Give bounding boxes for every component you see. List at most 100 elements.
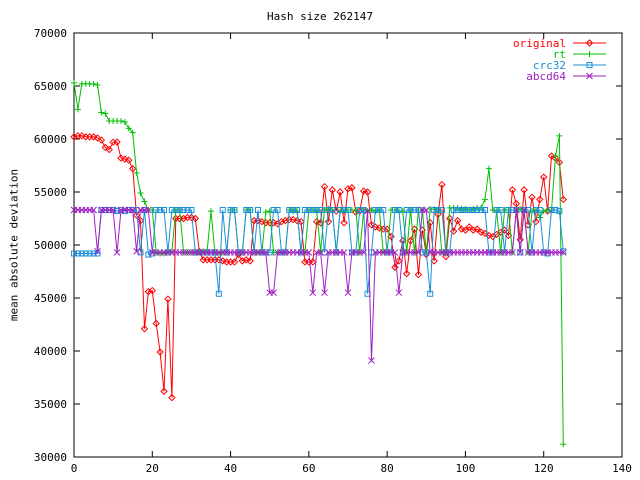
- data-point-original: [312, 217, 321, 226]
- data-point-abcd64: [422, 206, 430, 214]
- data-point-rt: [368, 207, 375, 214]
- data-point-crc32: [71, 250, 77, 257]
- data-point-original: [242, 256, 250, 264]
- data-point-crc32: [176, 207, 183, 214]
- data-point-crc32: [157, 207, 164, 214]
- data-point-original: [187, 213, 196, 222]
- data-point-original: [528, 193, 536, 202]
- data-point-original: [113, 138, 121, 146]
- data-point-crc32: [532, 207, 539, 214]
- data-point-original: [434, 210, 442, 218]
- data-point-abcd64: [113, 249, 121, 256]
- data-point-original: [473, 225, 481, 233]
- data-point-rt: [71, 79, 77, 86]
- data-point-rt: [121, 119, 128, 126]
- data-point-original: [78, 132, 86, 140]
- data-point-original: [132, 211, 141, 220]
- data-point-crc32: [509, 207, 516, 214]
- series-line-rt: [73, 82, 564, 445]
- data-point-original: [156, 348, 164, 356]
- data-point-abcd64: [512, 206, 520, 214]
- data-point-crc32: [168, 207, 175, 214]
- data-point-crc32: [294, 207, 301, 214]
- legend-marker-abcd64: [586, 72, 593, 80]
- data-point-rt: [266, 208, 273, 215]
- data-point-rt: [117, 117, 124, 124]
- data-point-crc32: [419, 249, 426, 256]
- data-point-original: [442, 252, 450, 261]
- data-point-abcd64: [391, 249, 399, 256]
- data-point-original: [547, 152, 556, 160]
- data-point-crc32: [548, 207, 555, 214]
- data-point-original: [359, 187, 368, 195]
- series-layer: [70, 79, 567, 448]
- data-point-crc32: [497, 207, 504, 214]
- data-point-rt: [149, 207, 156, 214]
- data-point-crc32: [341, 207, 348, 214]
- y-tick-label: 45000: [34, 292, 67, 305]
- data-point-abcd64: [109, 206, 117, 214]
- data-point-abcd64: [133, 248, 140, 255]
- data-point-rt: [485, 165, 492, 172]
- data-point-original: [399, 237, 407, 245]
- plot-frame: [73, 32, 623, 458]
- data-point-abcd64: [94, 248, 101, 255]
- data-point-original: [344, 185, 352, 193]
- series-abcd64: [70, 206, 567, 364]
- data-point-crc32: [329, 207, 336, 214]
- data-point-crc32: [470, 207, 477, 214]
- data-point-crc32: [391, 207, 398, 214]
- data-point-abcd64: [516, 249, 524, 256]
- data-point-crc32: [243, 207, 250, 214]
- data-point-crc32: [493, 207, 500, 214]
- data-point-crc32: [525, 207, 532, 214]
- x-tick-label: 80: [381, 462, 394, 475]
- data-point-original: [532, 217, 540, 226]
- data-point-rt: [125, 125, 132, 132]
- data-point-original: [340, 219, 348, 227]
- data-point-abcd64: [129, 206, 137, 214]
- data-point-original: [438, 180, 446, 189]
- data-point-rt: [74, 106, 81, 113]
- y-tick-label: 50000: [34, 239, 67, 252]
- data-point-original: [465, 223, 474, 231]
- data-point-crc32: [411, 207, 418, 214]
- data-point-original: [426, 219, 434, 227]
- data-point-original: [477, 228, 485, 236]
- data-point-rt: [399, 208, 406, 215]
- data-point-crc32: [301, 207, 308, 214]
- data-point-original: [168, 393, 176, 402]
- data-point-original: [540, 173, 548, 181]
- data-point-abcd64: [309, 289, 317, 297]
- series-original: [70, 132, 567, 402]
- legend-label-crc32: crc32: [533, 59, 566, 72]
- data-point-crc32: [254, 207, 261, 214]
- data-point-crc32: [458, 207, 465, 214]
- data-point-crc32: [337, 207, 344, 214]
- data-point-rt: [482, 196, 488, 203]
- x-tick-label: 100: [455, 462, 475, 475]
- data-point-original: [191, 214, 200, 223]
- data-point-crc32: [74, 250, 81, 257]
- data-point-original: [125, 156, 133, 164]
- data-point-crc32: [423, 249, 430, 256]
- data-point-original: [281, 216, 290, 225]
- x-tick-label: 20: [146, 462, 159, 475]
- data-point-crc32: [454, 207, 461, 214]
- data-point-crc32: [270, 207, 277, 214]
- data-point-original: [136, 216, 145, 225]
- data-point-rt: [352, 207, 359, 214]
- data-point-original: [129, 164, 137, 173]
- data-point-crc32: [407, 207, 414, 214]
- data-point-original: [395, 257, 403, 265]
- data-point-abcd64: [509, 249, 516, 256]
- x-tick-label: 140: [612, 462, 632, 475]
- data-point-crc32: [474, 207, 481, 214]
- data-point-crc32: [274, 207, 281, 214]
- data-point-crc32: [380, 207, 387, 214]
- legend-marker-original: [585, 39, 594, 47]
- data-point-crc32: [86, 250, 93, 257]
- data-point-original: [117, 154, 125, 162]
- data-point-rt: [161, 250, 168, 257]
- data-point-original: [320, 182, 329, 191]
